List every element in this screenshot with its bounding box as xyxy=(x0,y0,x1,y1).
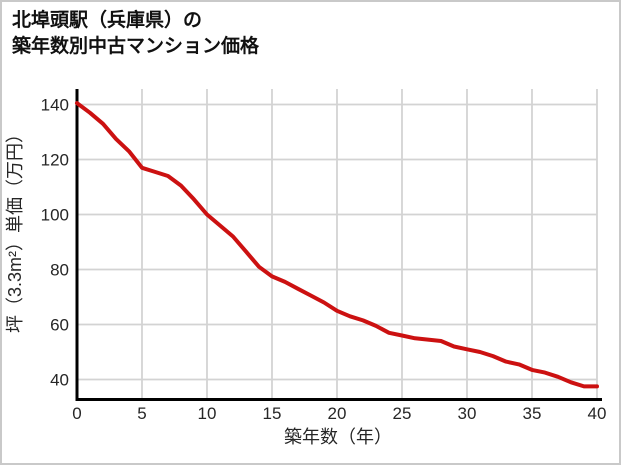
x-tick-label: 35 xyxy=(523,404,542,423)
gridlines-group xyxy=(77,89,598,400)
y-tick-label: 80 xyxy=(50,261,69,280)
x-tick-label: 5 xyxy=(137,404,146,423)
x-tick-label: 40 xyxy=(588,404,607,423)
x-tick-label: 25 xyxy=(393,404,412,423)
x-tick-label: 30 xyxy=(458,404,477,423)
y-tick-label: 60 xyxy=(50,316,69,335)
x-tick-label: 15 xyxy=(263,404,282,423)
y-tick-label: 100 xyxy=(41,206,69,225)
x-tick-label: 0 xyxy=(72,404,81,423)
axes-group xyxy=(75,89,602,401)
chart-title: 北埠頭駅（兵庫県）の築年数別中古マンション価格 xyxy=(12,8,259,60)
y-tick-label: 140 xyxy=(41,96,69,115)
x-tick-label: 10 xyxy=(198,404,217,423)
tick-labels-group: 40 60 80 100 120 140 0 5 10 15 20 25 30 35 40 xyxy=(41,96,607,424)
y-tick-label: 120 xyxy=(41,151,69,170)
y-axis-title: 坪（3.3m²）単価（万円） xyxy=(5,125,25,333)
y-tick-label: 40 xyxy=(50,371,69,390)
chart-title-line2: 築年数別中古マンション価格 xyxy=(12,36,260,57)
x-axis-title: 築年数（年） xyxy=(284,427,392,447)
chart-title-line1: 北埠頭駅（兵庫県）の xyxy=(12,10,203,31)
price-line-series xyxy=(75,101,599,389)
x-tick-label: 20 xyxy=(328,404,347,423)
